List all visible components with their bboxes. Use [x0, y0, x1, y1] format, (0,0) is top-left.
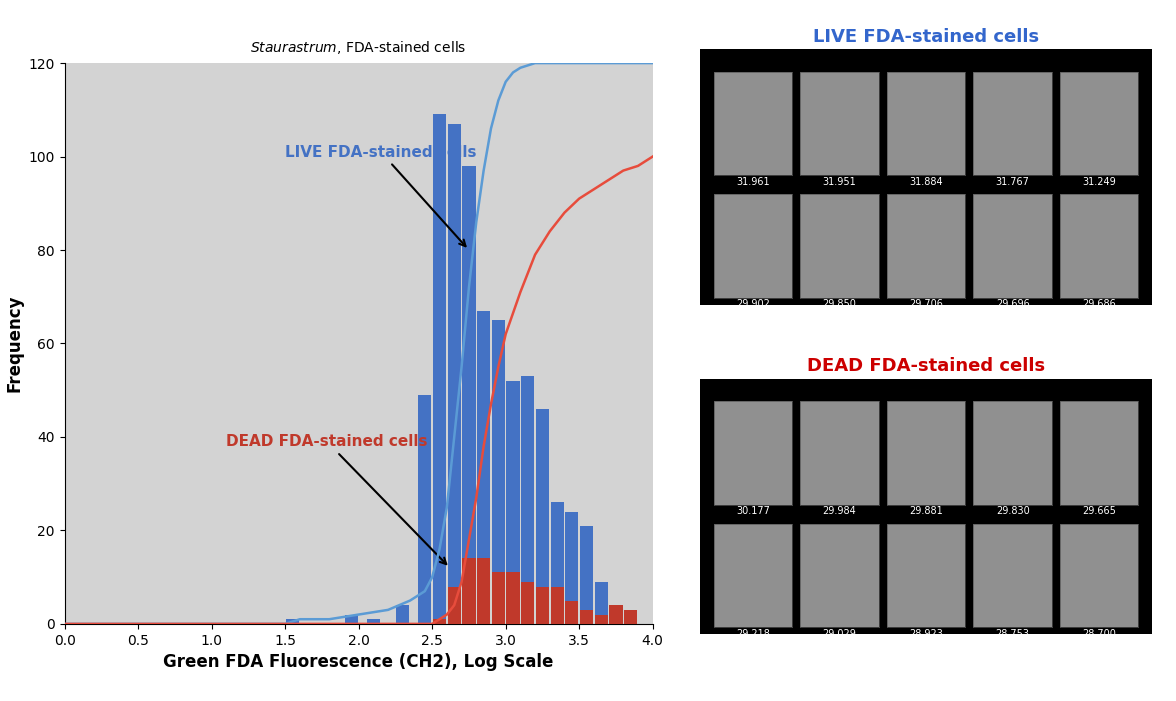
Bar	[492, 573, 505, 624]
Bar	[462, 166, 475, 624]
Bar	[580, 526, 593, 624]
Bar	[536, 587, 549, 624]
Text: 31.767: 31.767	[996, 177, 1030, 186]
Bar	[448, 587, 461, 624]
Bar	[492, 320, 505, 624]
Title: $\mathit{Staurastrum}$, FDA-stained cells: $\mathit{Staurastrum}$, FDA-stained cell…	[250, 39, 467, 56]
Text: 29.830: 29.830	[996, 506, 1029, 516]
Bar	[462, 559, 475, 624]
Text: 31.951: 31.951	[823, 177, 856, 186]
Text: 29.665: 29.665	[1082, 506, 1116, 516]
Text: 29.706: 29.706	[909, 299, 943, 309]
Bar	[609, 610, 622, 624]
Text: 30.177: 30.177	[736, 506, 770, 516]
Bar	[595, 615, 608, 624]
Bar	[477, 311, 490, 624]
Text: 28.923: 28.923	[909, 629, 943, 639]
Bar	[286, 619, 299, 624]
Bar	[550, 503, 563, 624]
Text: 29.984: 29.984	[823, 506, 856, 516]
Bar	[566, 512, 579, 624]
Text: 29.850: 29.850	[822, 299, 856, 309]
Text: 29.218: 29.218	[736, 629, 770, 639]
Bar	[396, 605, 409, 624]
Bar	[580, 610, 593, 624]
Bar	[507, 573, 520, 624]
Text: 29.902: 29.902	[736, 299, 770, 309]
Bar	[433, 619, 446, 624]
Text: 29.696: 29.696	[996, 299, 1029, 309]
Bar	[367, 619, 380, 624]
Text: 29.029: 29.029	[822, 629, 856, 639]
Text: LIVE FDA-stained cells: LIVE FDA-stained cells	[813, 27, 1040, 46]
Text: LIVE FDA-stained cells: LIVE FDA-stained cells	[285, 144, 476, 246]
Bar	[624, 610, 637, 624]
Bar	[624, 610, 637, 624]
Text: DEAD FDA-stained cells: DEAD FDA-stained cells	[226, 435, 446, 564]
Text: 29.881: 29.881	[909, 506, 943, 516]
Bar	[521, 376, 534, 624]
Bar	[609, 605, 622, 624]
Y-axis label: Frequency: Frequency	[5, 294, 24, 393]
Bar	[550, 587, 563, 624]
Text: 31.961: 31.961	[736, 177, 770, 186]
Bar	[595, 582, 608, 624]
Bar	[507, 381, 520, 624]
Text: 28.700: 28.700	[1082, 629, 1116, 639]
Text: DEAD FDA-stained cells: DEAD FDA-stained cells	[807, 357, 1045, 375]
Bar	[345, 615, 358, 624]
Bar	[477, 559, 490, 624]
Text: 28.753: 28.753	[996, 629, 1030, 639]
Bar	[433, 114, 446, 624]
Bar	[521, 582, 534, 624]
Text: 31.884: 31.884	[909, 177, 943, 186]
Bar	[536, 409, 549, 624]
Bar	[566, 601, 579, 624]
Bar	[448, 124, 461, 624]
Bar	[419, 395, 432, 624]
Text: 29.686: 29.686	[1082, 299, 1116, 309]
X-axis label: Green FDA Fluorescence (CH2), Log Scale: Green FDA Fluorescence (CH2), Log Scale	[163, 653, 554, 671]
Text: 31.249: 31.249	[1082, 177, 1116, 186]
